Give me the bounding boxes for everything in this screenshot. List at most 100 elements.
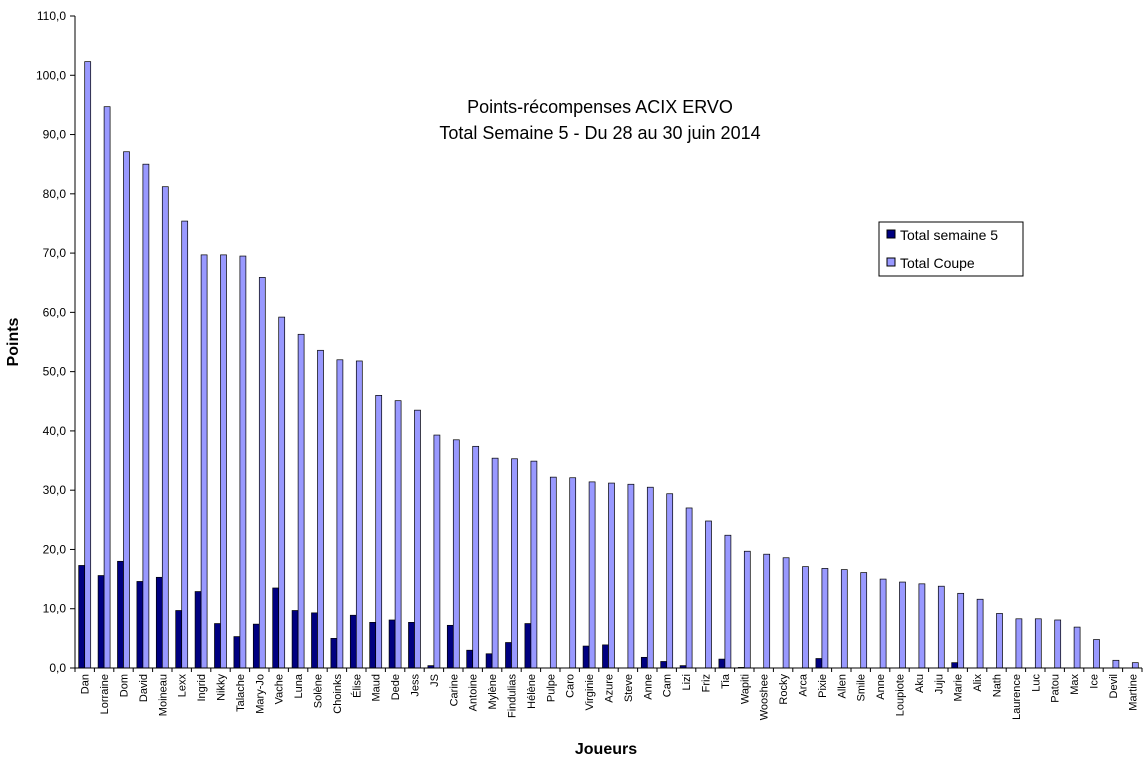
bar-total-semaine-5 bbox=[641, 657, 647, 668]
bar-total-semaine-5 bbox=[952, 663, 958, 668]
bar-total-semaine-5 bbox=[156, 577, 162, 668]
x-tick-label: Dede bbox=[390, 674, 402, 700]
bar-total-coupe bbox=[356, 361, 362, 668]
bar-total-coupe bbox=[822, 568, 828, 668]
y-tick-label: 30,0 bbox=[43, 483, 67, 497]
bar-total-semaine-5 bbox=[79, 565, 85, 668]
bar-total-coupe bbox=[434, 435, 440, 668]
x-tick-label: Mary-Jo bbox=[254, 674, 266, 714]
y-tick-label: 20,0 bbox=[43, 542, 67, 556]
bar-total-coupe bbox=[221, 255, 227, 668]
bar-total-coupe bbox=[124, 152, 130, 668]
y-tick-label: 60,0 bbox=[43, 305, 67, 319]
bar-total-semaine-5 bbox=[234, 637, 240, 668]
bar-total-coupe bbox=[201, 255, 207, 668]
x-tick-label: Moineau bbox=[157, 674, 169, 716]
bar-total-coupe bbox=[706, 521, 712, 668]
x-tick-label: Martine bbox=[1127, 674, 1139, 711]
bar-total-coupe bbox=[900, 582, 906, 668]
x-tick-label: Loupiote bbox=[895, 674, 907, 716]
x-tick-label: Smile bbox=[856, 674, 868, 702]
bar-total-coupe bbox=[143, 164, 149, 668]
bar-total-coupe bbox=[492, 458, 498, 668]
bar-total-coupe bbox=[764, 554, 770, 668]
bar-total-coupe bbox=[318, 350, 324, 668]
legend-swatch-total-semaine-5 bbox=[887, 230, 895, 238]
bar-total-semaine-5 bbox=[506, 643, 512, 668]
bar-total-coupe bbox=[1016, 619, 1022, 668]
x-tick-label: Juju bbox=[933, 674, 945, 694]
bar-total-coupe bbox=[803, 567, 809, 668]
bar-total-semaine-5 bbox=[195, 592, 201, 668]
x-tick-label: Cam bbox=[662, 674, 674, 697]
bar-total-semaine-5 bbox=[176, 611, 182, 668]
chart-title-line-2: Total Semaine 5 - Du 28 au 30 juin 2014 bbox=[439, 123, 760, 143]
x-axis-label: Joueurs bbox=[575, 741, 637, 758]
bar-total-coupe bbox=[1055, 620, 1061, 668]
bar-total-semaine-5 bbox=[816, 659, 822, 668]
bar-total-coupe bbox=[938, 586, 944, 668]
bar-total-semaine-5 bbox=[409, 622, 415, 668]
x-tick-label: Arca bbox=[798, 673, 810, 697]
bar-total-coupe bbox=[861, 573, 867, 668]
bar-total-semaine-5 bbox=[215, 624, 221, 668]
y-axis-label: Points bbox=[5, 317, 22, 366]
x-tick-label: Rocky bbox=[778, 674, 790, 705]
x-tick-label: Wooshee bbox=[759, 674, 771, 720]
x-tick-label: Devil bbox=[1108, 674, 1120, 698]
bar-total-coupe bbox=[104, 107, 110, 668]
bar-total-semaine-5 bbox=[350, 615, 356, 668]
bar-total-coupe bbox=[1035, 619, 1041, 668]
bar-total-coupe bbox=[570, 478, 576, 668]
x-tick-label: Nath bbox=[992, 674, 1004, 697]
x-tick-label: Wapiti bbox=[739, 674, 751, 704]
bar-total-coupe bbox=[473, 446, 479, 668]
bar-total-semaine-5 bbox=[118, 561, 124, 668]
bar-total-coupe bbox=[1094, 640, 1100, 668]
x-tick-label: Carine bbox=[448, 674, 460, 706]
x-tick-label: Élise bbox=[350, 674, 363, 698]
bar-total-coupe bbox=[725, 535, 731, 668]
x-tick-label: Maud bbox=[371, 674, 383, 702]
bar-total-coupe bbox=[628, 484, 634, 668]
x-tick-label: Friz bbox=[701, 674, 713, 692]
x-tick-label: Dom bbox=[119, 674, 131, 697]
bar-total-semaine-5 bbox=[98, 576, 104, 668]
y-tick-label: 100,0 bbox=[36, 68, 66, 82]
bar-total-semaine-5 bbox=[389, 620, 395, 668]
x-tick-label: David bbox=[138, 674, 150, 702]
bar-total-coupe bbox=[279, 317, 285, 668]
bar-total-semaine-5 bbox=[370, 622, 376, 668]
bar-total-semaine-5 bbox=[292, 611, 298, 668]
chart-title-line-1: Points-récompenses ACIX ERVO bbox=[467, 97, 733, 117]
bar-total-semaine-5 bbox=[525, 624, 531, 668]
bar-total-coupe bbox=[1113, 660, 1119, 668]
bar-total-coupe bbox=[841, 570, 847, 668]
x-tick-label: Dan bbox=[80, 674, 92, 694]
bar-total-coupe bbox=[783, 558, 789, 668]
bar-chart: 0,010,020,030,040,050,060,070,080,090,01… bbox=[0, 0, 1146, 763]
x-tick-label: Azure bbox=[604, 674, 616, 703]
bar-total-semaine-5 bbox=[447, 625, 453, 668]
x-tick-label: Lorraine bbox=[99, 674, 111, 714]
x-axis-tick-labels: Dan Lorraine Dom David Moineau Lexx Ingrid Nikk… bbox=[80, 673, 1140, 720]
x-tick-label: Tia bbox=[720, 673, 732, 689]
bars bbox=[79, 62, 1139, 668]
bar-total-semaine-5 bbox=[486, 654, 492, 668]
x-tick-label: Ingrid bbox=[196, 674, 208, 702]
bar-total-coupe bbox=[337, 360, 343, 668]
legend: Total semaine 5 Total Coupe bbox=[879, 222, 1023, 276]
bar-total-coupe bbox=[880, 579, 886, 668]
x-tick-label: Talache bbox=[235, 674, 247, 712]
bar-total-coupe bbox=[453, 440, 459, 668]
x-tick-label: Jess bbox=[410, 674, 422, 697]
x-tick-label: Alix bbox=[972, 674, 984, 692]
x-tick-label: Mylène bbox=[487, 674, 499, 709]
x-tick-label: Anne bbox=[875, 674, 887, 700]
bar-total-semaine-5 bbox=[312, 613, 318, 668]
bar-total-coupe bbox=[997, 613, 1003, 668]
x-tick-label: Lizi bbox=[681, 674, 693, 691]
bar-total-coupe bbox=[667, 494, 673, 668]
legend-swatch-total-coupe bbox=[887, 258, 895, 266]
x-tick-label: Allen bbox=[836, 674, 848, 698]
